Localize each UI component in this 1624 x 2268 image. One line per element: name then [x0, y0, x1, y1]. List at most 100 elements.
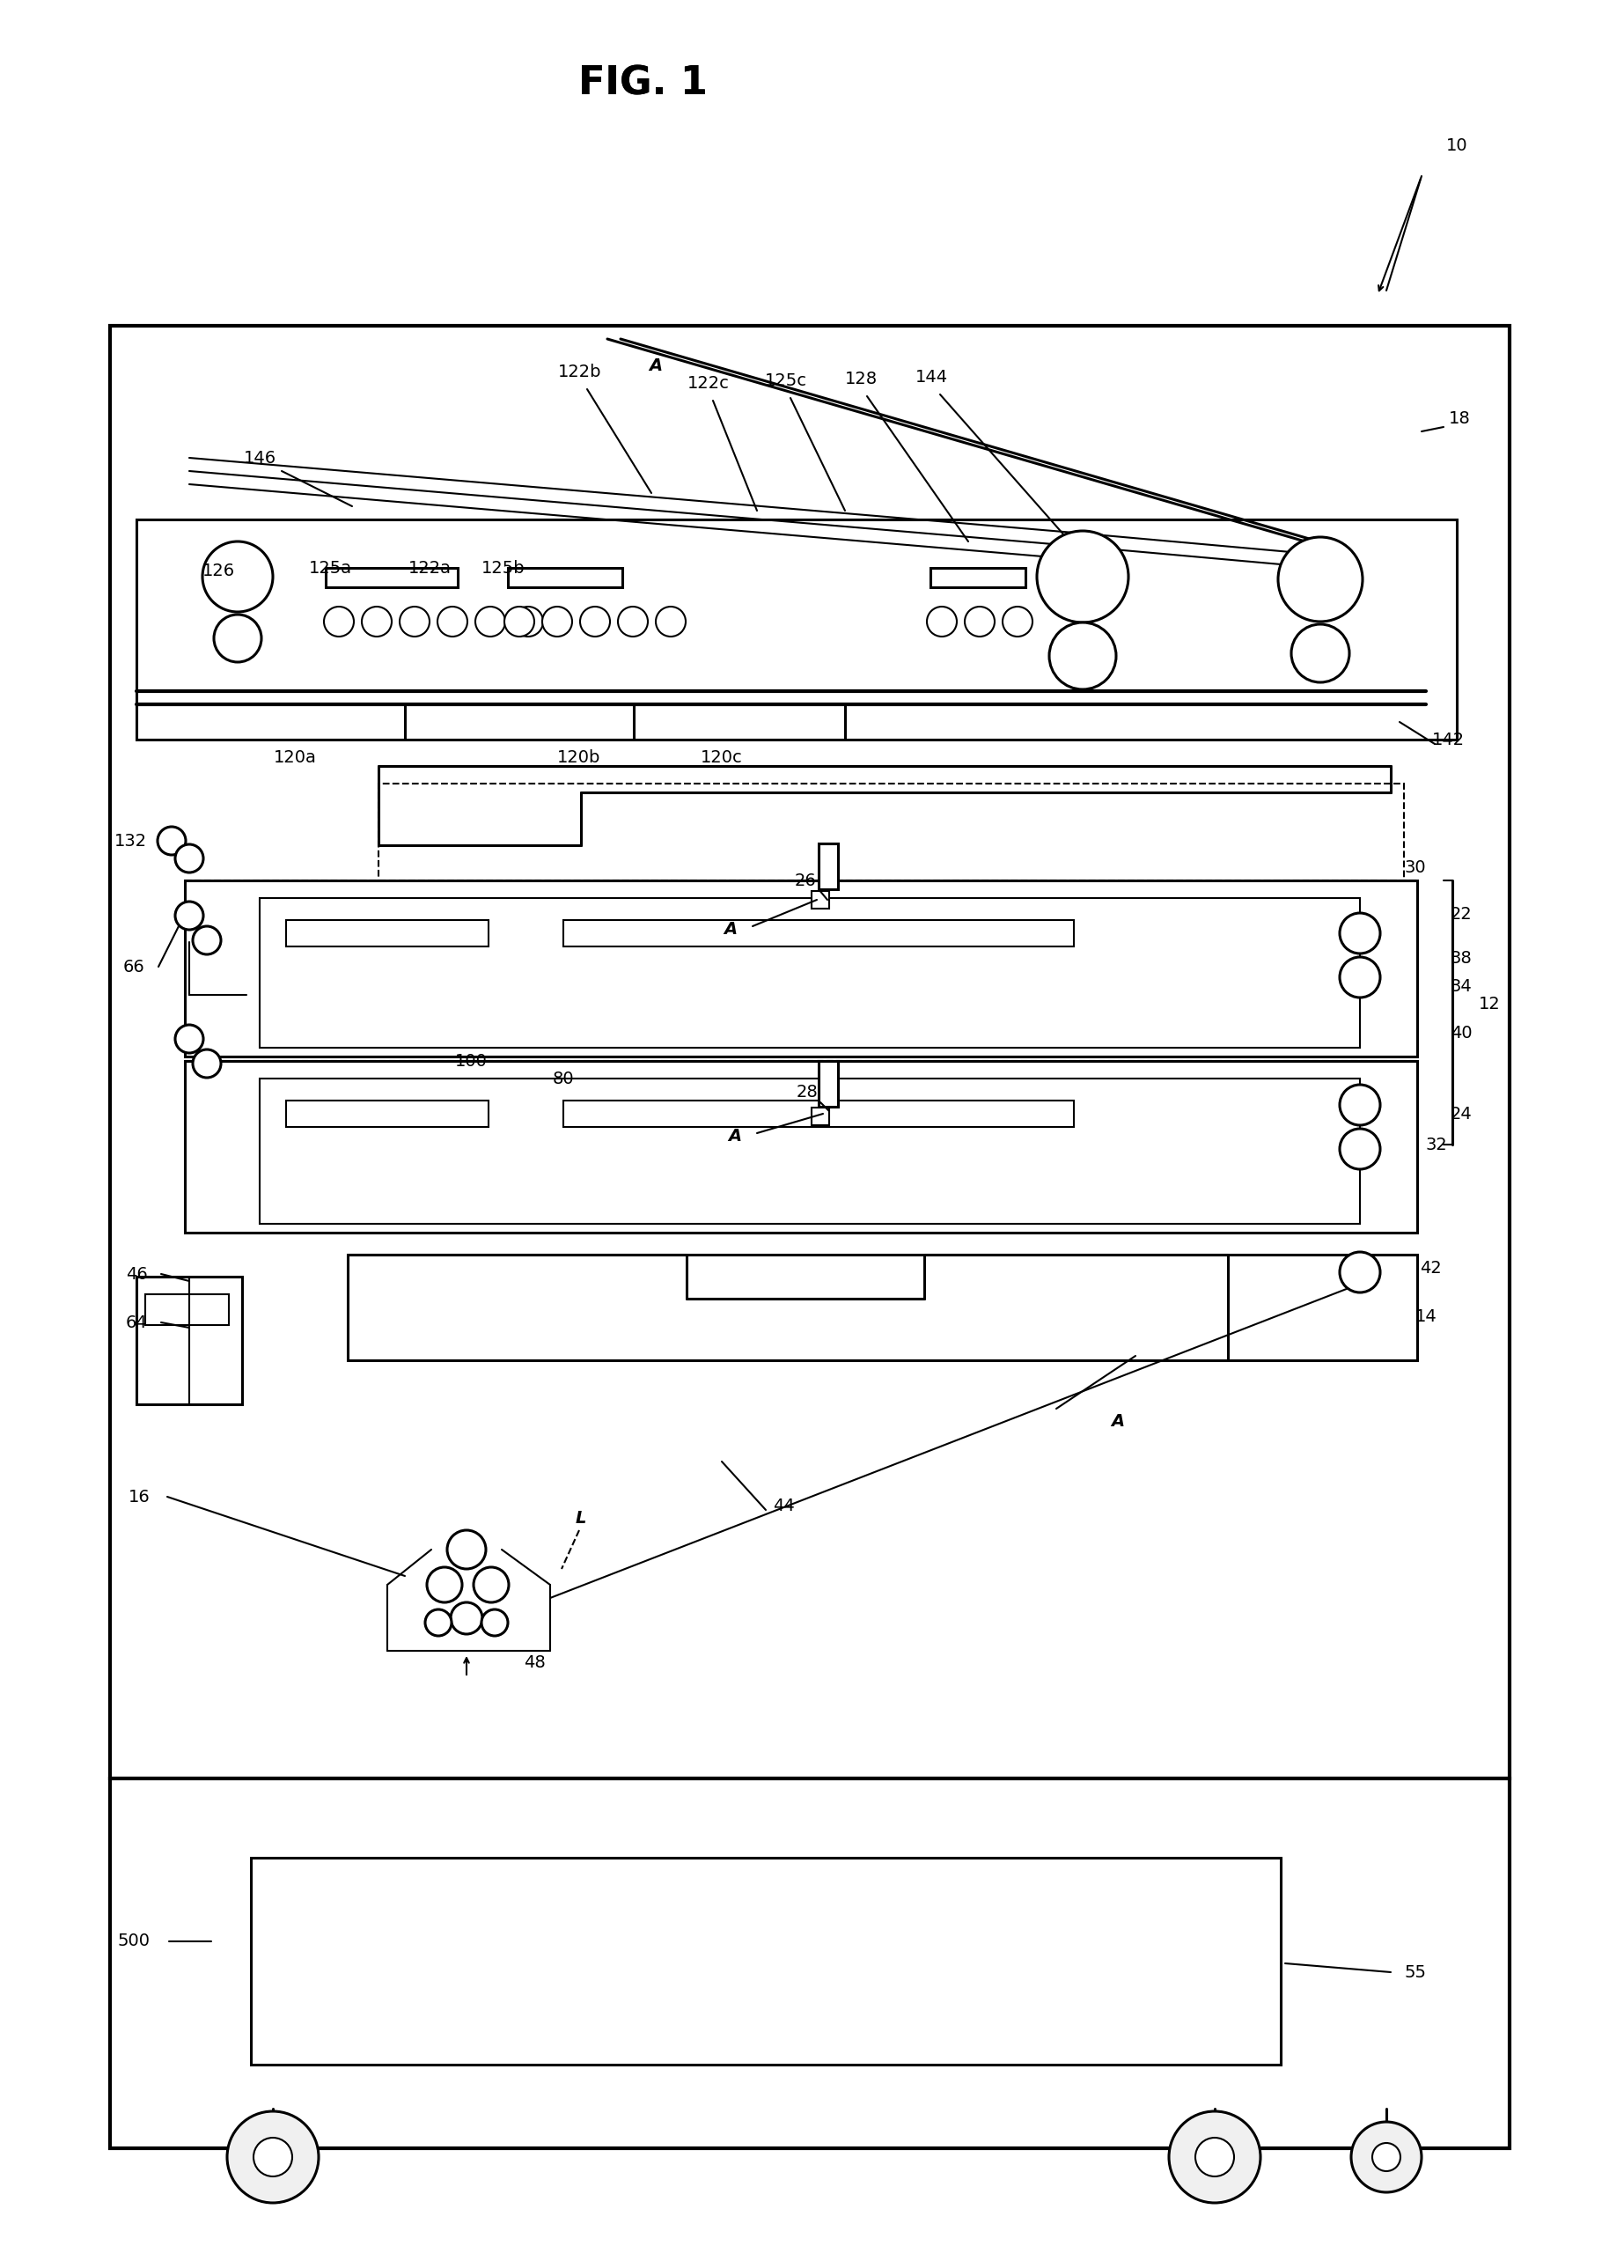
Bar	[1327, 585, 1340, 599]
Text: 28: 28	[796, 1084, 818, 1100]
Circle shape	[447, 1531, 486, 1569]
Text: 18: 18	[1449, 411, 1470, 426]
Text: 125c: 125c	[765, 372, 807, 388]
Text: 125b: 125b	[482, 560, 525, 576]
Text: 120b: 120b	[557, 748, 601, 767]
Circle shape	[474, 1567, 508, 1603]
Text: 22: 22	[1450, 905, 1471, 923]
Bar	[110, 327, 1510, 1778]
Text: 10: 10	[1445, 136, 1468, 154]
Circle shape	[451, 1603, 482, 1633]
Circle shape	[214, 615, 261, 662]
Bar	[326, 567, 458, 587]
Bar	[508, 567, 622, 587]
Circle shape	[1195, 2139, 1234, 2177]
Text: 64: 64	[125, 1313, 148, 1331]
Text: 12: 12	[1478, 996, 1501, 1012]
Text: FIG. 1: FIG. 1	[578, 66, 706, 102]
Text: 122a: 122a	[408, 560, 451, 576]
Bar	[136, 1277, 242, 1404]
Text: 132: 132	[114, 832, 146, 848]
Circle shape	[193, 925, 221, 955]
Circle shape	[253, 2139, 292, 2177]
Text: 38: 38	[1450, 950, 1471, 966]
Bar	[145, 1295, 229, 1325]
Circle shape	[1049, 621, 1116, 689]
Circle shape	[580, 606, 611, 637]
Circle shape	[505, 606, 534, 637]
Bar	[564, 921, 1073, 946]
Circle shape	[965, 606, 994, 637]
Bar	[185, 1061, 1418, 1232]
Circle shape	[617, 606, 648, 637]
Circle shape	[1372, 2143, 1400, 2170]
Circle shape	[323, 606, 354, 637]
Bar	[260, 1080, 1359, 1225]
Bar	[378, 782, 1403, 959]
Text: 26: 26	[794, 873, 817, 889]
Circle shape	[1002, 606, 1033, 637]
Text: 125a: 125a	[309, 560, 352, 576]
Bar	[250, 1857, 1281, 2064]
Text: 142: 142	[1432, 730, 1465, 748]
Bar	[286, 921, 489, 946]
Bar	[123, 739, 1470, 1755]
Text: 16: 16	[128, 1488, 149, 1506]
Bar	[818, 1061, 838, 1107]
Text: 34: 34	[1450, 978, 1471, 993]
Circle shape	[1291, 624, 1350, 683]
Circle shape	[656, 606, 685, 637]
Circle shape	[362, 606, 391, 637]
Circle shape	[1351, 2123, 1421, 2193]
Circle shape	[193, 1050, 221, 1077]
Text: 120a: 120a	[273, 748, 317, 767]
Text: FIG. 1: FIG. 1	[578, 66, 706, 102]
Text: L: L	[575, 1510, 586, 1526]
Text: 40: 40	[1450, 1025, 1471, 1041]
Circle shape	[400, 606, 429, 637]
Circle shape	[1036, 531, 1129, 621]
Circle shape	[513, 606, 542, 637]
Circle shape	[158, 828, 185, 855]
Text: 55: 55	[1405, 1964, 1426, 1980]
Bar	[185, 880, 1418, 1057]
Text: 48: 48	[523, 1653, 546, 1672]
Circle shape	[476, 606, 505, 637]
Text: 32: 32	[1426, 1136, 1447, 1152]
Text: 126: 126	[201, 562, 234, 578]
Bar	[812, 1107, 830, 1125]
Bar	[348, 1254, 1418, 1361]
Circle shape	[481, 1610, 508, 1635]
Text: 146: 146	[244, 449, 276, 467]
Text: 122b: 122b	[559, 363, 603, 381]
Text: 30: 30	[1405, 860, 1426, 875]
Circle shape	[175, 903, 203, 930]
Circle shape	[437, 606, 468, 637]
Bar	[123, 336, 1470, 739]
Text: A: A	[728, 1127, 742, 1143]
Circle shape	[1169, 2112, 1260, 2202]
Text: 14: 14	[1415, 1309, 1437, 1325]
Bar	[286, 1100, 489, 1127]
Bar	[564, 1100, 1073, 1127]
Text: 80: 80	[552, 1070, 575, 1086]
Circle shape	[227, 2112, 318, 2202]
Bar	[812, 891, 830, 909]
Text: 100: 100	[455, 1052, 487, 1068]
Text: 120c: 120c	[702, 748, 742, 767]
Circle shape	[542, 606, 572, 637]
Bar	[110, 1778, 1510, 2148]
Circle shape	[1340, 1129, 1380, 1170]
Bar	[260, 898, 1359, 1048]
Bar	[136, 519, 1457, 739]
Text: 500: 500	[117, 1932, 149, 1950]
Text: A: A	[724, 921, 737, 937]
Circle shape	[425, 1610, 451, 1635]
Circle shape	[1340, 957, 1380, 998]
Circle shape	[175, 844, 203, 873]
Text: A: A	[1111, 1413, 1124, 1431]
Text: 128: 128	[844, 370, 877, 388]
Circle shape	[1340, 1084, 1380, 1125]
Text: 44: 44	[773, 1497, 794, 1515]
Circle shape	[1340, 1252, 1380, 1293]
